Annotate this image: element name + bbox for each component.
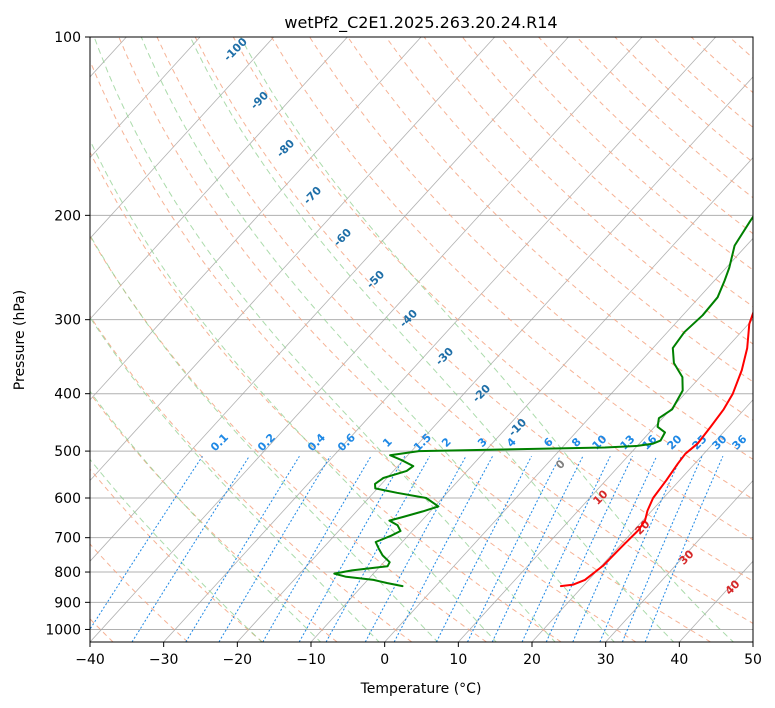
moist-adiabat-line [90, 390, 322, 642]
mixing-ratio-line [467, 455, 561, 642]
isotherm-line [458, 318, 753, 642]
y-tick-label: 400 [54, 387, 81, 403]
isotherm-line [310, 157, 753, 642]
isotherm-line [605, 479, 753, 642]
isotherm-line [531, 399, 753, 642]
y-tick-label: 900 [54, 595, 81, 611]
y-axis-label: Pressure (hPa) [12, 290, 28, 390]
dry-adiabat-line [90, 392, 338, 642]
x-tick-label: 40 [670, 652, 688, 668]
isotherm-line [237, 76, 753, 642]
x-tick-label: −10 [296, 652, 326, 668]
moist-adiabat-line [189, 37, 675, 642]
dry-adiabat-line [90, 315, 413, 642]
chart-title: wetPf2_C2E1.2025.263.20.24.R14 [284, 13, 557, 33]
y-tick-label: 600 [54, 491, 81, 507]
mixing-ratio-line [185, 455, 300, 642]
dry-adiabat-line [271, 37, 753, 500]
dry-adiabat-line [194, 37, 753, 582]
plot-area [90, 37, 753, 642]
mixing-ratio-line [393, 455, 494, 642]
dry-adiabat-line [90, 235, 487, 642]
isotherm-line [90, 37, 496, 482]
temperature-profile [559, 310, 753, 588]
mixing-ratio-line [262, 455, 372, 642]
dry-adiabat-line [156, 37, 753, 624]
x-tick-label: 50 [744, 652, 762, 668]
mixing-ratio-line [621, 455, 703, 642]
mixing-ratio-line [491, 455, 584, 642]
dry-adiabat-line [347, 37, 753, 421]
mixing-ratio-line [298, 455, 406, 642]
moist-adiabat-line [140, 37, 615, 642]
x-tick-label: −40 [75, 652, 105, 668]
y-tick-label: 1000 [45, 622, 81, 638]
mixing-ratio-line [218, 455, 331, 642]
isotherm-line [90, 37, 201, 159]
mixing-ratio-line [599, 455, 682, 642]
dry-adiabat-line [768, 37, 775, 642]
background-lines [90, 37, 775, 642]
y-tick-label: 100 [54, 30, 81, 46]
moist-adiabat-line [90, 234, 439, 642]
x-tick-label: 10 [449, 652, 467, 668]
mixing-ratio-line [521, 455, 611, 642]
isotherm-line [90, 37, 643, 642]
dry-adiabat-line [461, 37, 753, 308]
isotherm-line [90, 37, 348, 320]
moist-adiabat-line [240, 37, 735, 642]
isotherm-line [752, 641, 753, 642]
isotherm-line [90, 37, 569, 562]
isotherm-line [90, 37, 275, 239]
dry-adiabat-line [90, 151, 562, 642]
y-tick-label: 700 [54, 531, 81, 547]
y-tick-label: 800 [54, 565, 81, 581]
y-tick-label: 200 [54, 208, 81, 224]
x-axis: −40 −30 −20 −10 0 10 20 30 40 50 [75, 642, 762, 668]
y-tick-label: 300 [54, 313, 81, 329]
y-tick-label: 500 [54, 444, 81, 460]
x-tick-label: −30 [149, 652, 179, 668]
isotherm-line [90, 37, 422, 401]
mixing-ratio-line [325, 455, 431, 642]
x-axis-label: Temperature (°C) [360, 681, 482, 697]
x-tick-label: −20 [223, 652, 253, 668]
x-tick-label: 30 [597, 652, 615, 668]
mixing-ratio-line [644, 455, 724, 642]
dry-adiabat-line [90, 468, 263, 642]
plot-frame [89, 36, 754, 643]
series-group [333, 215, 753, 588]
mixing-ratio-line [435, 455, 532, 642]
isotherm-line [384, 237, 753, 642]
isotherm-line [163, 37, 717, 642]
mixing-ratio-line [572, 455, 658, 642]
dewpoint-profile [333, 215, 753, 588]
dry-adiabat-line [385, 37, 753, 383]
x-tick-label: 0 [380, 652, 389, 668]
x-tick-label: 20 [523, 652, 541, 668]
y-axis: 1000 900 800 700 600 500 400 300 200 100 [45, 30, 90, 638]
mixing-ratio-line [545, 455, 633, 642]
moist-adiabat-line [90, 458, 263, 642]
